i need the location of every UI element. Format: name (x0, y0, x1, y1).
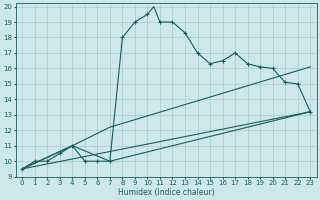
X-axis label: Humidex (Indice chaleur): Humidex (Indice chaleur) (118, 188, 214, 197)
